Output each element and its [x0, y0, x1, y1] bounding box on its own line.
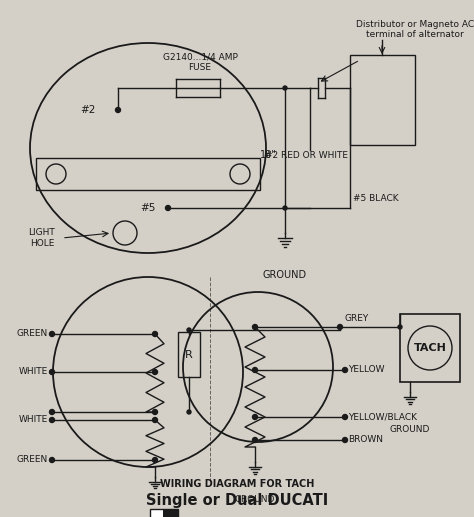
Circle shape — [283, 206, 287, 210]
Text: YELLOW/BLACK: YELLOW/BLACK — [348, 413, 417, 421]
Text: LIGHT
HOLE: LIGHT HOLE — [28, 229, 55, 248]
Circle shape — [49, 331, 55, 337]
Circle shape — [343, 437, 347, 443]
Circle shape — [253, 437, 257, 443]
Circle shape — [153, 458, 157, 463]
Text: G2140...1/4 AMP
FUSE: G2140...1/4 AMP FUSE — [163, 53, 237, 72]
Circle shape — [343, 368, 347, 373]
Text: R: R — [185, 349, 193, 359]
Text: #2 RED OR WHITE: #2 RED OR WHITE — [265, 150, 348, 160]
Circle shape — [283, 86, 287, 90]
Text: #5: #5 — [141, 203, 156, 213]
Circle shape — [49, 458, 55, 463]
Text: WHITE: WHITE — [19, 416, 48, 424]
Circle shape — [153, 418, 157, 422]
Text: GROUND: GROUND — [263, 270, 307, 280]
Text: WIRING DIAGRAM FOR TACH: WIRING DIAGRAM FOR TACH — [160, 479, 314, 489]
Text: Single or Dual DUCATI: Single or Dual DUCATI — [146, 493, 328, 508]
Text: BROWN: BROWN — [348, 435, 383, 445]
Bar — [400, 314, 460, 382]
Text: GROUND: GROUND — [390, 425, 430, 434]
Text: TACH: TACH — [413, 343, 447, 353]
Circle shape — [253, 325, 257, 329]
Circle shape — [49, 409, 55, 415]
Text: WHITE: WHITE — [19, 368, 48, 376]
Bar — [150, 509, 178, 517]
Circle shape — [49, 418, 55, 422]
Bar — [178, 332, 200, 377]
Bar — [350, 55, 415, 145]
Circle shape — [253, 368, 257, 373]
Text: GROUND: GROUND — [235, 495, 275, 504]
Circle shape — [116, 108, 120, 113]
Circle shape — [153, 409, 157, 415]
Circle shape — [253, 415, 257, 419]
Circle shape — [153, 370, 157, 374]
Circle shape — [153, 331, 157, 337]
Text: 18": 18" — [260, 150, 277, 160]
Bar — [36, 158, 260, 190]
Circle shape — [343, 415, 347, 419]
Circle shape — [187, 410, 191, 414]
Circle shape — [49, 370, 55, 374]
Text: GREEN: GREEN — [17, 455, 48, 464]
Text: #2: #2 — [81, 105, 96, 115]
Circle shape — [165, 205, 171, 210]
Circle shape — [187, 328, 191, 332]
Circle shape — [398, 325, 402, 329]
Text: #5 BLACK: #5 BLACK — [353, 194, 399, 203]
Circle shape — [337, 325, 343, 329]
Text: Distributor or Magneto AC
terminal of alternator: Distributor or Magneto AC terminal of al… — [356, 20, 474, 39]
Text: GREEN: GREEN — [17, 329, 48, 339]
Bar — [163, 509, 178, 517]
Text: YELLOW: YELLOW — [348, 366, 384, 374]
Text: GREY: GREY — [345, 314, 369, 323]
